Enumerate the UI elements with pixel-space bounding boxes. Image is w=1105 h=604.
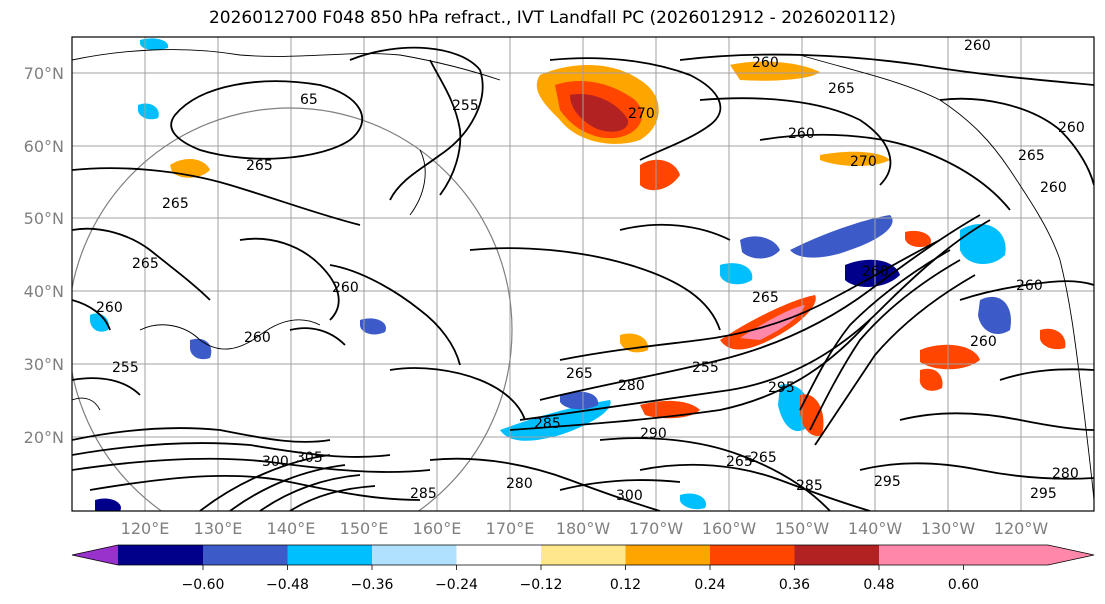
contour-label: 300 bbox=[616, 488, 643, 504]
colorbar-tick-label: −0.12 bbox=[520, 577, 563, 593]
colorbar-segment bbox=[456, 545, 541, 565]
colorbar-segment bbox=[541, 545, 626, 565]
contour-label: 260 bbox=[752, 55, 779, 71]
colorbar-tick-label: −0.36 bbox=[351, 577, 394, 593]
lat-label: 50°N bbox=[24, 209, 64, 228]
map-content: 260 260 265 65 255 270 260 270 265 260 2… bbox=[72, 37, 1094, 511]
colorbar-ticks bbox=[202, 565, 964, 570]
contour-label: 265 bbox=[566, 366, 593, 382]
contour-label: 260 bbox=[862, 264, 889, 280]
colorbar-segment bbox=[963, 545, 1048, 565]
contour-label: 280 bbox=[506, 476, 533, 492]
colorbar-max-extension bbox=[1048, 545, 1094, 565]
contour-label: 295 bbox=[874, 474, 901, 490]
lat-label: 60°N bbox=[24, 137, 64, 156]
contour-label: 255 bbox=[112, 360, 139, 376]
coastlines bbox=[72, 49, 1094, 501]
contour-label: 260 bbox=[96, 300, 123, 316]
contour-label: 265 bbox=[726, 454, 753, 470]
colorbar-tick-label: −0.60 bbox=[182, 577, 225, 593]
contour-label: 265 bbox=[828, 81, 855, 97]
colorbar-tick-label: 0.36 bbox=[779, 577, 810, 593]
contour-lines bbox=[72, 46, 1094, 511]
colorbar-tick-label: −0.24 bbox=[435, 577, 478, 593]
contour-label: 265 bbox=[132, 256, 159, 272]
contour-label-group: 260 260 265 65 255 270 260 270 265 260 2… bbox=[96, 38, 1085, 504]
map-border bbox=[71, 36, 1095, 512]
contour-label: 260 bbox=[332, 280, 359, 296]
contour-label: 265 bbox=[246, 158, 273, 174]
lon-label: 140°W bbox=[848, 519, 903, 538]
colorbar-tick-label: 0.60 bbox=[948, 577, 979, 593]
map-title: 2026012700 F048 850 hPa refract., IVT La… bbox=[208, 8, 896, 28]
colorbar-tick-label: 0.48 bbox=[863, 577, 894, 593]
lon-label: 140°E bbox=[267, 519, 316, 538]
contour-label: 260 bbox=[244, 330, 271, 346]
colorbar-tick-label: 0.24 bbox=[694, 577, 725, 593]
contour-label: 265 bbox=[1018, 148, 1045, 164]
colorbar-min-extension bbox=[72, 545, 118, 565]
contour-label: 255 bbox=[692, 360, 719, 376]
landfall-region-circle bbox=[72, 107, 513, 511]
colorbar-segment bbox=[287, 545, 372, 565]
lon-label: 150°W bbox=[775, 519, 830, 538]
colorbar-segment bbox=[710, 545, 795, 565]
contour-label: 265 bbox=[752, 290, 779, 306]
contour-label: 285 bbox=[410, 486, 437, 502]
colorbar-segment bbox=[625, 545, 710, 565]
contour-label: 260 bbox=[1058, 120, 1085, 136]
contour-label: 285 bbox=[534, 416, 561, 432]
lon-label: 130°W bbox=[921, 519, 976, 538]
contour-label: 260 bbox=[1016, 278, 1043, 294]
colorbar-segment bbox=[879, 545, 964, 565]
contour-label: 270 bbox=[628, 106, 655, 122]
lon-label: 180°W bbox=[556, 519, 611, 538]
colorbar-segment bbox=[794, 545, 879, 565]
contour-label: 295 bbox=[768, 380, 795, 396]
contour-label: 65 bbox=[300, 92, 318, 108]
contour-label: 260 bbox=[1040, 180, 1067, 196]
lon-label: 150°E bbox=[340, 519, 389, 538]
contour-label: 280 bbox=[618, 378, 645, 394]
contour-label: 290 bbox=[640, 426, 667, 442]
refractivity-fill-patches bbox=[90, 38, 1066, 511]
colorbar-segment bbox=[118, 545, 203, 565]
contour-label: 265 bbox=[750, 450, 777, 466]
lon-label: 120°E bbox=[121, 519, 170, 538]
lon-label: 130°E bbox=[194, 519, 243, 538]
lon-label: 120°W bbox=[994, 519, 1049, 538]
lat-label: 40°N bbox=[24, 282, 64, 301]
contour-label: 285 bbox=[796, 478, 823, 494]
latitude-labels: 70°N 60°N 50°N 40°N 30°N 20°N bbox=[24, 64, 64, 447]
lon-label: 170°W bbox=[629, 519, 684, 538]
contour-label: 255 bbox=[452, 98, 479, 114]
contour-label: 260 bbox=[964, 38, 991, 54]
lon-label: 170°E bbox=[486, 519, 535, 538]
lon-label: 160°E bbox=[413, 519, 462, 538]
contour-label: 280 bbox=[1052, 466, 1079, 482]
contour-label: 300 bbox=[262, 454, 289, 470]
contour-label: 265 bbox=[162, 196, 189, 212]
contour-label: 295 bbox=[1030, 486, 1057, 502]
lat-label: 30°N bbox=[24, 355, 64, 374]
contour-label: 260 bbox=[970, 334, 997, 350]
colorbar-tick-label: −0.48 bbox=[266, 577, 309, 593]
colorbar: −0.60 −0.48 −0.36 −0.24 −0.12 0.12 0.24 … bbox=[71, 544, 1095, 593]
colorbar-segment bbox=[203, 545, 288, 565]
contour-label: 305 bbox=[296, 450, 323, 466]
lat-label: 20°N bbox=[24, 428, 64, 447]
contour-label: 270 bbox=[850, 154, 877, 170]
colorbar-outline bbox=[71, 544, 1095, 566]
lat-label: 70°N bbox=[24, 64, 64, 83]
colorbar-tick-label: 0.12 bbox=[610, 577, 641, 593]
lon-label: 160°W bbox=[702, 519, 757, 538]
contour-label: 260 bbox=[788, 126, 815, 142]
colorbar-segment bbox=[372, 545, 457, 565]
longitude-labels: 120°E 130°E 140°E 150°E 160°E 170°E 180°… bbox=[121, 519, 1049, 538]
